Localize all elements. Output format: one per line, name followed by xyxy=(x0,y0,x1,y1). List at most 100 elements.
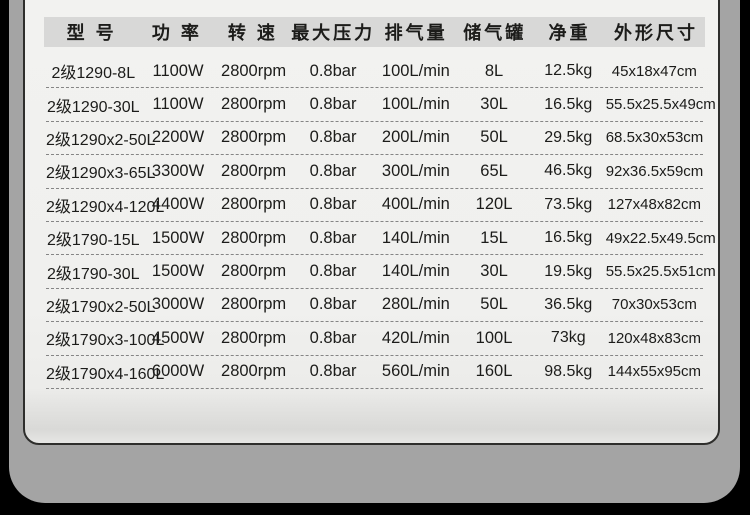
cell-weight: 29.5kg xyxy=(544,128,593,146)
cell-speed: 2800rpm xyxy=(221,195,287,214)
table-row: 2级1790-30L 1500W 2800rpm 0.8bar 140L/min 30L 1… xyxy=(46,255,716,289)
cell-speed: 2800rpm xyxy=(221,61,287,80)
cell-speed: 2800rpm xyxy=(221,295,287,314)
cell-power: 1100W xyxy=(152,61,204,80)
cell-dimensions: 68.5x30x53cm xyxy=(605,129,704,147)
column-header-weight: 净重 xyxy=(548,23,591,43)
cell-displacement: 280L/min xyxy=(381,295,450,314)
cell-power: 6000W xyxy=(151,362,205,381)
cell-displacement: 140L/min xyxy=(381,228,450,247)
cell-max-pressure: 0.8bar xyxy=(309,362,357,381)
column-header-dimensions: 外形尺寸 xyxy=(614,23,699,43)
cell-model: 2级1290x3-65L xyxy=(46,165,156,183)
spec-table-card: 型 号 功 率 转 速最大压力 排气量 储气罐 净重 外形尺寸 2级1290-8L 1100W… xyxy=(23,0,720,445)
cell-displacement: 200L/min xyxy=(381,128,450,147)
cell-tank: 15L xyxy=(480,228,508,247)
cell-tank: 50L xyxy=(480,128,508,147)
cell-model: 2级1790x3-100L xyxy=(46,332,165,350)
cell-dimensions: 127x48x82cm xyxy=(607,196,702,214)
cell-tank: 30L xyxy=(480,262,508,281)
cell-max-pressure: 0.8bar xyxy=(309,195,357,214)
table-row: 2级1290x4-120L 4400W 2800rpm 0.8bar 400L/min 1… xyxy=(46,189,703,222)
column-header-max-pressure: 最大压力 xyxy=(291,23,376,43)
cell-speed: 2800rpm xyxy=(221,128,287,147)
cell-dimensions: 49x22.5x49.5cm xyxy=(605,229,716,247)
cell-model: 2级1790x2-50L xyxy=(46,298,156,316)
table-row: 2级1790-15L 1500W 2800rpm 0.8bar 140L/min 15L 1… xyxy=(46,222,716,256)
cell-max-pressure: 0.8bar xyxy=(309,128,357,147)
table-row: 2级1290x2-50L 2200W 2800rpm 0.8bar 200L/min 50… xyxy=(46,122,704,156)
cell-max-pressure: 0.8bar xyxy=(309,328,357,347)
cell-power: 1100W xyxy=(152,95,204,114)
cell-weight: 16.5kg xyxy=(544,229,593,247)
cell-weight: 19.5kg xyxy=(544,262,593,280)
cell-tank: 8L xyxy=(484,61,504,80)
cell-speed: 2800rpm xyxy=(221,262,287,281)
cell-dimensions: 120x48x83cm xyxy=(607,329,702,347)
cell-tank: 65L xyxy=(480,161,508,180)
table-row: 2级1290x3-65L 3300W 2800rpm 0.8bar 300L/min 65… xyxy=(46,155,704,189)
cell-weight: 73kg xyxy=(550,329,586,347)
column-header-speed: 转 速 xyxy=(227,23,278,43)
cell-model: 2级1290-30L xyxy=(47,98,140,116)
cell-max-pressure: 0.8bar xyxy=(309,95,357,114)
cell-model: 2级1790-30L xyxy=(47,265,140,283)
cell-power: 4500W xyxy=(151,328,205,347)
cell-displacement: 400L/min xyxy=(381,195,450,214)
cell-speed: 2800rpm xyxy=(221,362,287,381)
cell-weight: 12.5kg xyxy=(544,62,593,80)
cell-displacement: 140L/min xyxy=(381,262,450,281)
column-header-tank: 储气罐 xyxy=(463,23,527,43)
cell-weight: 16.5kg xyxy=(544,95,593,113)
column-header-power: 功 率 xyxy=(151,23,202,43)
cell-power: 1500W xyxy=(151,228,205,247)
table-row: 2级1790x2-50L 3000W 2800rpm 0.8bar 280L/min 50… xyxy=(46,289,703,323)
cell-tank: 160L xyxy=(475,362,513,381)
cell-dimensions: 55.5x25.5x49cm xyxy=(605,96,716,114)
cell-weight: 46.5kg xyxy=(544,162,593,180)
cell-model: 2级1790x4-160L xyxy=(46,365,165,383)
cell-weight: 98.5kg xyxy=(544,362,593,380)
cell-max-pressure: 0.8bar xyxy=(309,295,357,314)
cell-dimensions: 45x18x47cm xyxy=(611,62,697,80)
cell-displacement: 420L/min xyxy=(381,328,450,347)
cell-tank: 100L xyxy=(475,328,513,347)
cell-displacement: 100L/min xyxy=(381,95,450,114)
cell-model: 2级1290x4-120L xyxy=(46,198,165,216)
cell-power: 1500W xyxy=(151,262,205,281)
cell-dimensions: 92x36.5x59cm xyxy=(605,162,704,180)
cell-model: 2级1790-15L xyxy=(47,232,140,250)
cell-weight: 73.5kg xyxy=(544,195,593,213)
cell-model: 2级1290-8L xyxy=(51,65,136,83)
table-body: 2级1290-8L 1100W 2800rpm 0.8bar 100L/min 8L 12.… xyxy=(46,55,716,389)
cell-power: 4400W xyxy=(151,195,205,214)
cell-max-pressure: 0.8bar xyxy=(309,161,357,180)
cell-displacement: 100L/min xyxy=(381,61,450,80)
cell-tank: 120L xyxy=(475,195,513,214)
cell-speed: 2800rpm xyxy=(221,328,287,347)
cell-model: 2级1290x2-50L xyxy=(46,131,156,149)
page-background: 型 号 功 率 转 速最大压力 排气量 储气罐 净重 外形尺寸 2级1290-8L 1100W… xyxy=(9,0,740,503)
cell-weight: 36.5kg xyxy=(544,295,593,313)
cell-power: 3300W xyxy=(151,161,205,180)
cell-tank: 30L xyxy=(480,95,508,114)
cell-max-pressure: 0.8bar xyxy=(309,228,357,247)
table-row: 2级1290-30L 1100W 2800rpm 0.8bar 100L/min 30L 1… xyxy=(46,88,716,122)
cell-dimensions: 70x30x53cm xyxy=(611,296,697,314)
table-header-row: 型 号 功 率 转 速最大压力 排气量 储气罐 净重 外形尺寸 xyxy=(44,17,705,47)
cell-tank: 50L xyxy=(480,295,508,314)
column-header-model: 型 号 xyxy=(66,23,117,43)
cell-displacement: 560L/min xyxy=(381,362,450,381)
table-row: 2级1790x4-160L 6000W 2800rpm 0.8bar 560L/min 1… xyxy=(46,356,703,389)
cell-speed: 2800rpm xyxy=(221,228,287,247)
table-row: 2级1290-8L 1100W 2800rpm 0.8bar 100L/min 8L 12.… xyxy=(46,55,703,89)
cell-speed: 2800rpm xyxy=(221,95,287,114)
cell-displacement: 300L/min xyxy=(381,161,450,180)
table-row: 2级1790x3-100L 4500W 2800rpm 0.8bar 420L/min 1… xyxy=(46,322,703,356)
cell-dimensions: 144x55x95cm xyxy=(607,363,702,381)
cell-speed: 2800rpm xyxy=(221,161,287,180)
cell-power: 3000W xyxy=(151,295,205,314)
column-header-displacement: 排气量 xyxy=(384,23,448,43)
cell-max-pressure: 0.8bar xyxy=(309,262,357,281)
